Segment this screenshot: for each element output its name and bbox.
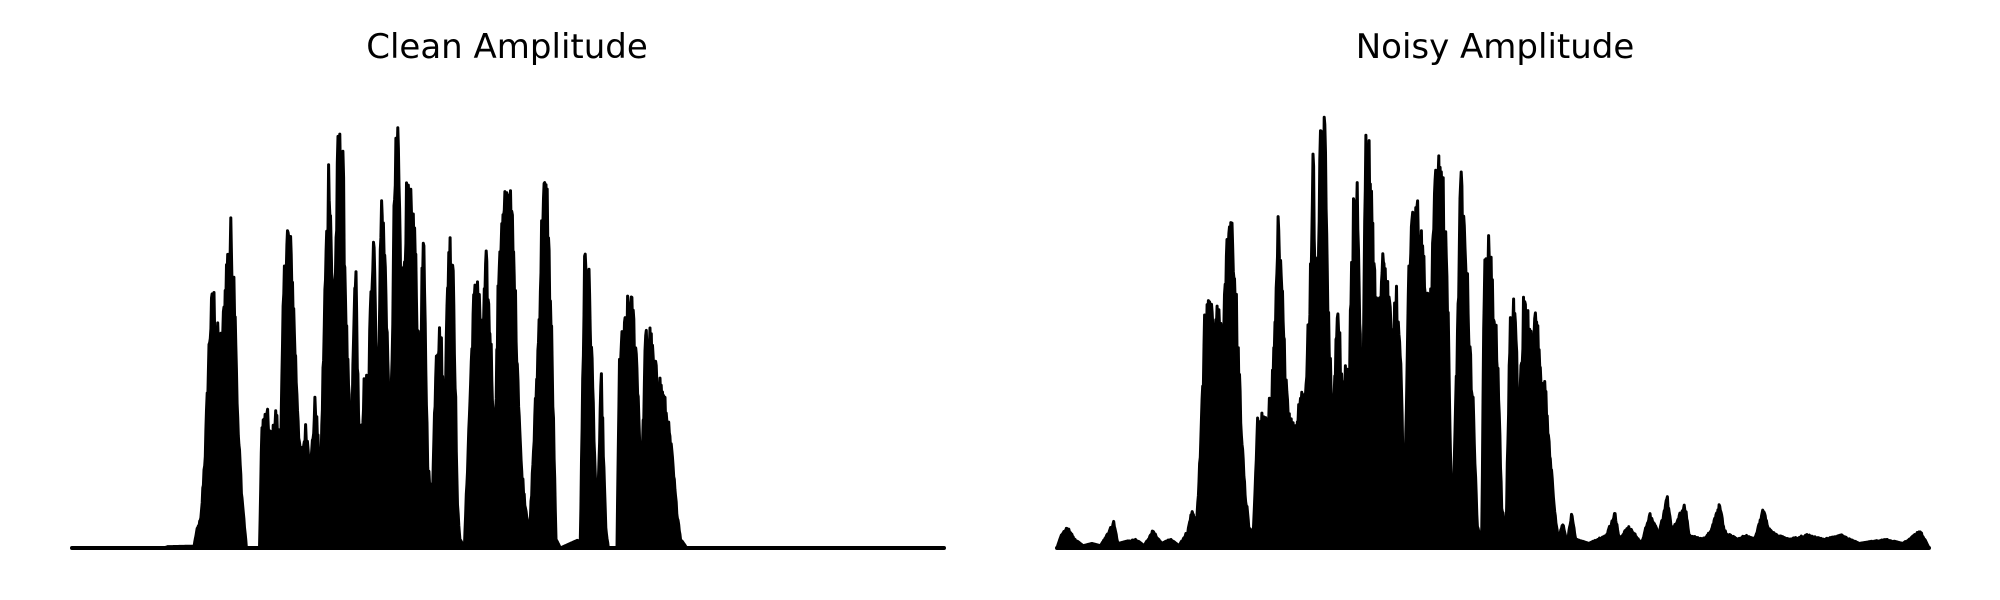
clean-amplitude-title: Clean Amplitude (366, 27, 648, 67)
noisy-amplitude-panel: Noisy Amplitude (1055, 27, 1931, 550)
noisy-amplitude-series (1055, 115, 1931, 550)
noisy-amplitude-title: Noisy Amplitude (1356, 27, 1635, 67)
clean-amplitude-panel: Clean Amplitude (70, 27, 946, 550)
amplitude-area (1055, 115, 1931, 550)
clean-amplitude-series (70, 126, 946, 550)
amplitude-area (70, 126, 946, 550)
